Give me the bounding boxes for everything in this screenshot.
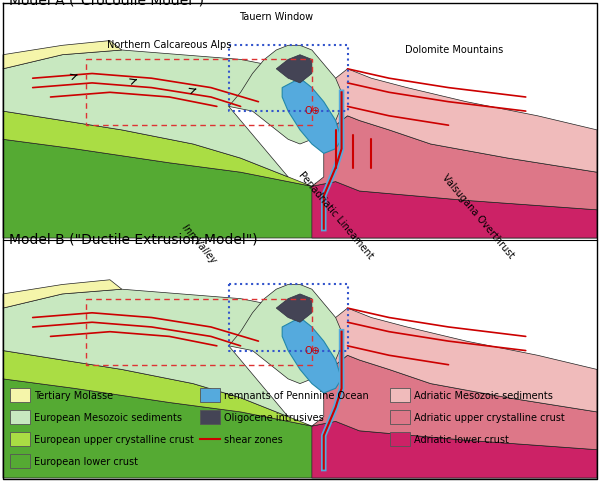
Bar [390,432,410,446]
Text: Model A ("Crocodile Model"): Model A ("Crocodile Model") [9,0,204,8]
Polygon shape [282,78,341,153]
Text: Tertiary Molasse: Tertiary Molasse [34,391,113,401]
Text: Valsugana Overthrust: Valsugana Overthrust [440,173,516,261]
Polygon shape [229,284,341,384]
Text: Tauern Window: Tauern Window [239,12,313,22]
Polygon shape [3,289,288,416]
Bar [390,410,410,424]
Polygon shape [282,318,341,393]
Polygon shape [3,350,312,426]
Text: Adriatic upper crystalline crust: Adriatic upper crystalline crust [414,413,565,423]
Text: Dolomite Mountains: Dolomite Mountains [406,45,503,54]
Polygon shape [276,54,312,83]
Polygon shape [229,45,341,144]
Text: Northern Calcareous Alps: Northern Calcareous Alps [107,40,232,50]
Text: Inn Valley: Inn Valley [180,223,218,266]
Bar [10,388,30,402]
Polygon shape [3,111,312,187]
Text: European lower crust: European lower crust [34,457,138,467]
Polygon shape [3,379,597,478]
Polygon shape [312,421,597,478]
Text: European Mesozoic sediments: European Mesozoic sediments [34,413,182,423]
Text: O⊕: O⊕ [304,346,320,356]
Bar [10,410,30,424]
Polygon shape [3,40,122,69]
Bar [200,410,220,424]
Text: shear zones: shear zones [224,435,283,445]
Polygon shape [3,280,122,308]
Text: remnants of Penninine Ocean: remnants of Penninine Ocean [224,391,369,401]
Text: European upper crystalline crust: European upper crystalline crust [34,435,194,445]
Polygon shape [330,308,597,412]
Text: O⊕: O⊕ [304,106,320,116]
Text: Model B ("Ductile Extrusion Model"): Model B ("Ductile Extrusion Model") [9,232,257,247]
Text: Adriatic Mesozoic sediments: Adriatic Mesozoic sediments [414,391,553,401]
Text: Adriatic lower crust: Adriatic lower crust [414,435,509,445]
Polygon shape [312,182,597,238]
Polygon shape [3,50,288,177]
Bar [10,432,30,446]
Polygon shape [312,116,597,210]
Text: Periadriatic Lineament: Periadriatic Lineament [296,170,375,261]
Polygon shape [330,69,597,172]
Bar [10,454,30,468]
Bar [390,388,410,402]
Text: Oligocene intrusives: Oligocene intrusives [224,413,324,423]
Polygon shape [3,139,597,238]
Polygon shape [276,294,312,322]
Bar [200,388,220,402]
Polygon shape [312,355,597,450]
